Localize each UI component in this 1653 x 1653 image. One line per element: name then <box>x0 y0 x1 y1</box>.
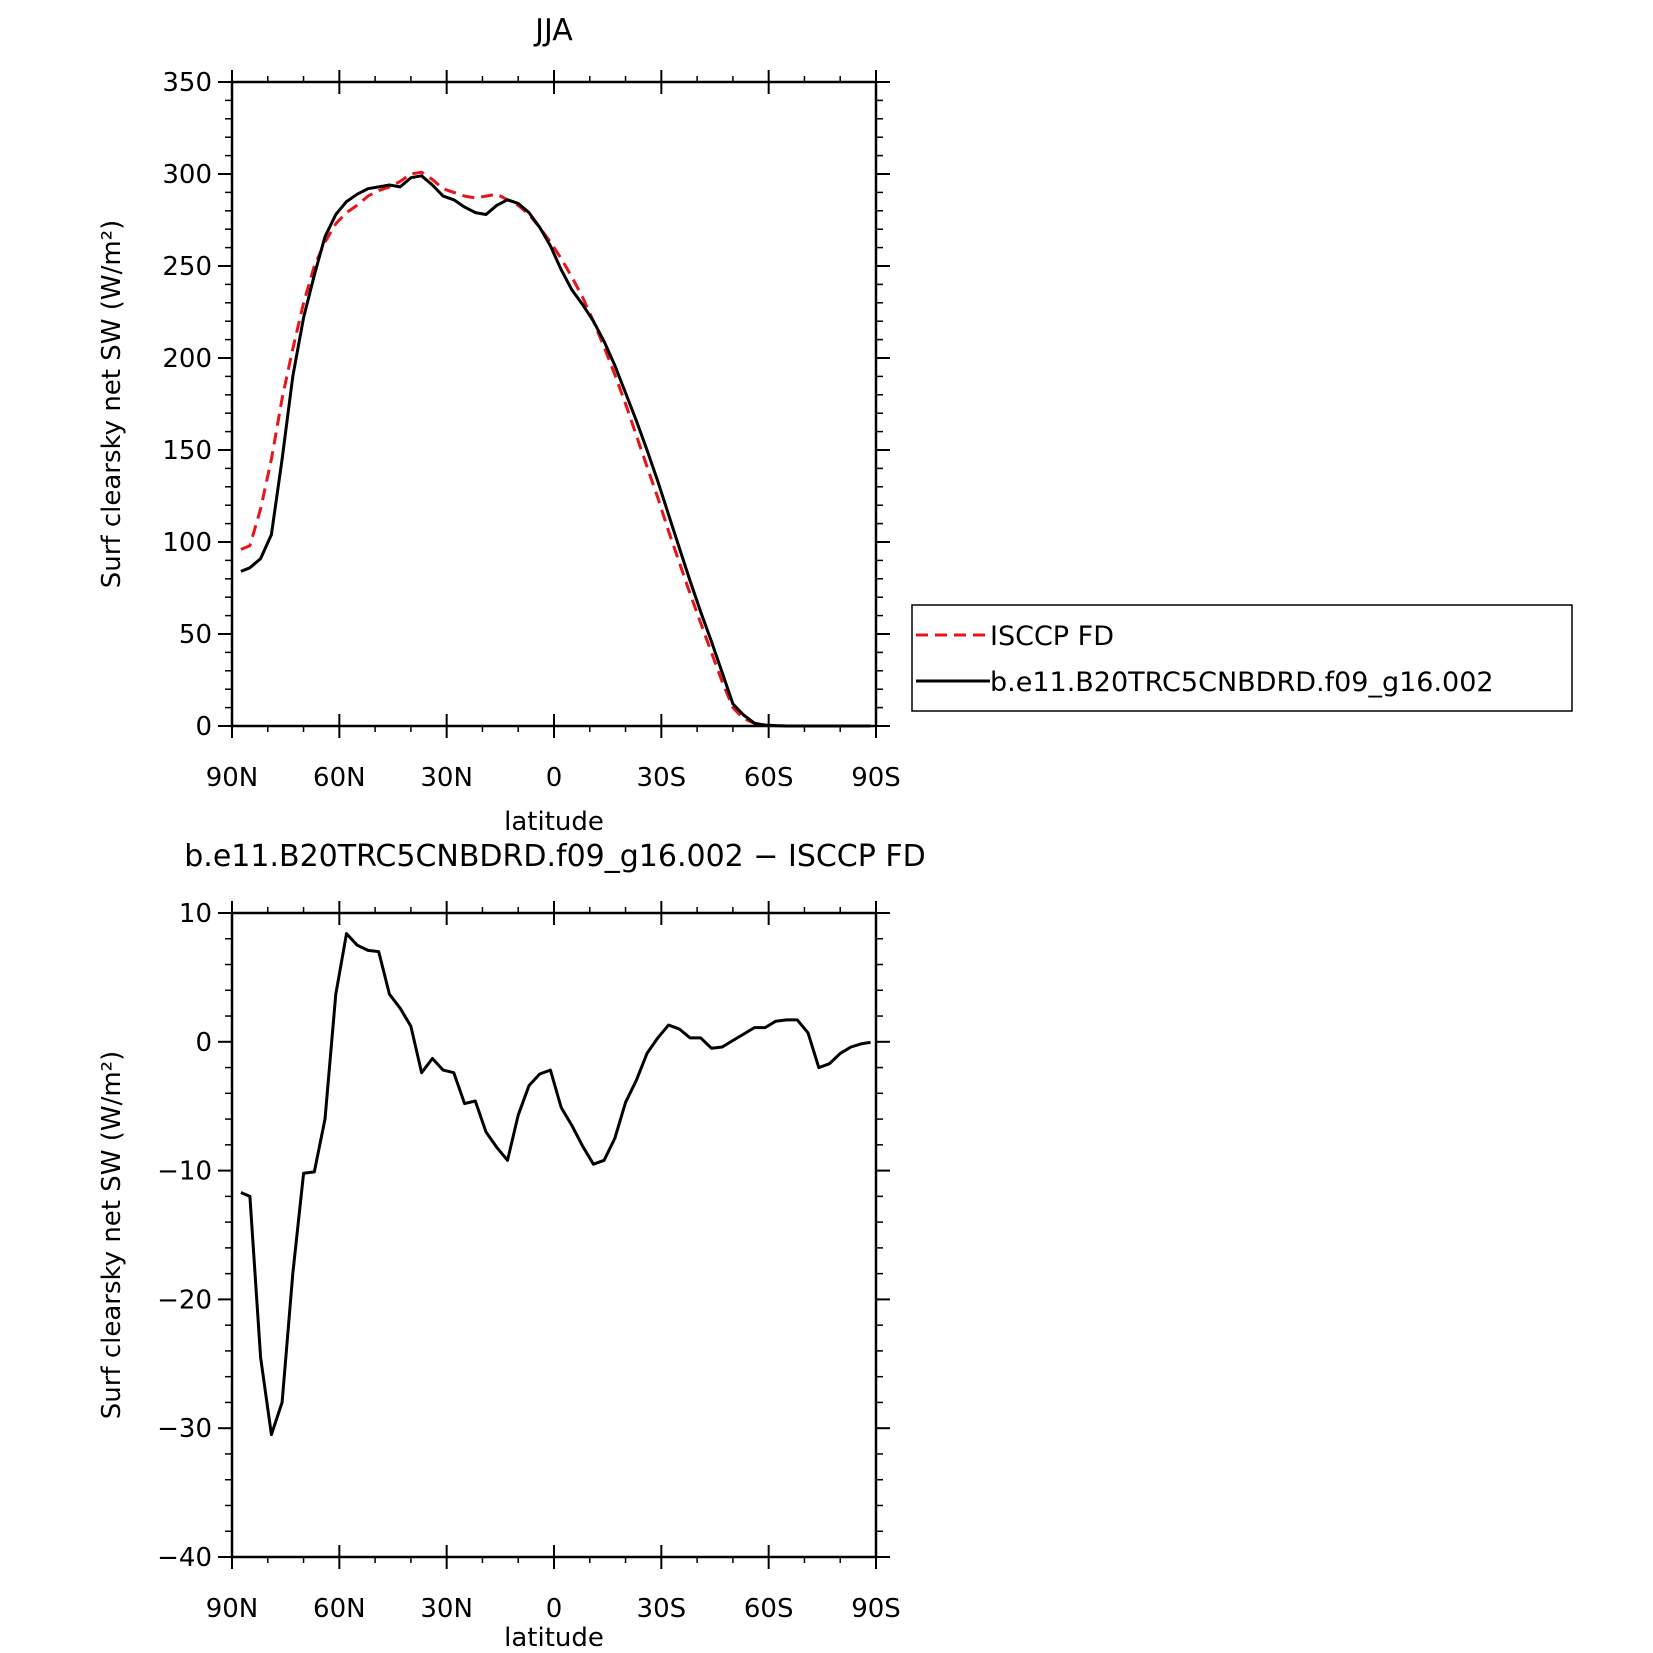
x-tick-label: 60S <box>744 763 794 793</box>
x-tick-label: 30N <box>420 763 473 793</box>
axis-ticks <box>218 70 890 738</box>
x-tick-label: 90S <box>851 1594 901 1624</box>
y-tick-label: 150 <box>162 436 212 466</box>
y-tick-label: −10 <box>157 1157 212 1187</box>
chart-bottom-difference: b.e11.B20TRC5CNBDRD.f09_g16.002 − ISCCP … <box>97 839 926 1653</box>
y-tick-label: 50 <box>179 620 212 650</box>
x-tick-label: 30S <box>637 1594 687 1624</box>
x-tick-labels: 90N 60N 30N 0 30S 60S 90S <box>206 763 901 793</box>
x-tick-labels: 90N 60N 30N 0 30S 60S 90S <box>206 1594 901 1624</box>
plot-frame <box>230 80 878 728</box>
x-tick-label: 0 <box>546 763 563 793</box>
x-tick-label: 30N <box>420 1594 473 1624</box>
chart-title: JJA <box>533 13 573 48</box>
y-axis-title: Surf clearsky net SW (W/m²) <box>97 220 127 588</box>
y-tick-labels: 10 0 −10 −20 −30 −40 <box>157 899 212 1573</box>
legend-box <box>911 604 1573 712</box>
x-tick-label: 30S <box>637 763 687 793</box>
legend-label-model: b.e11.B20TRC5CNBDRD.f09_g16.002 <box>990 667 1494 698</box>
x-tick-label: 60N <box>313 1594 366 1624</box>
chart-title: b.e11.B20TRC5CNBDRD.f09_g16.002 − ISCCP … <box>184 839 926 874</box>
series-line-b-e11-b20trc5cnbdrd-f09-g16-002 <box>240 174 871 728</box>
series-lines <box>240 932 871 1437</box>
y-tick-label: 350 <box>162 68 212 98</box>
y-tick-label: 200 <box>162 344 212 374</box>
y-tick-labels: 0 50 100 150 200 250 300 350 <box>162 68 212 742</box>
y-axis-title: Surf clearsky net SW (W/m²) <box>97 1051 127 1419</box>
x-tick-label: 90N <box>206 763 259 793</box>
x-tick-label: 0 <box>546 1594 563 1624</box>
plot-frame <box>230 911 878 1559</box>
y-tick-label: 0 <box>195 1028 212 1058</box>
x-tick-label: 60N <box>313 763 366 793</box>
x-tick-label: 90S <box>851 763 901 793</box>
axis-ticks <box>218 901 890 1569</box>
y-tick-label: −20 <box>157 1285 212 1315</box>
series-line-difference <box>240 932 871 1437</box>
chart-top-jja: JJA 90N 60N 30N 0 30S 60S 90S 0 50 100 150 200 250 3… <box>97 13 901 837</box>
legend-label-isccp: ISCCP FD <box>990 621 1114 652</box>
y-tick-label: 10 <box>179 899 212 929</box>
x-tick-label: 60S <box>744 1594 794 1624</box>
y-tick-label: −30 <box>157 1414 212 1444</box>
x-tick-label: 90N <box>206 1594 259 1624</box>
y-tick-label: 300 <box>162 160 212 190</box>
series-lines <box>240 170 871 728</box>
y-tick-label: −40 <box>157 1543 212 1573</box>
y-tick-label: 0 <box>195 712 212 742</box>
legend: ISCCP FD b.e11.B20TRC5CNBDRD.f09_g16.002 <box>911 604 1573 712</box>
y-tick-label: 100 <box>162 528 212 558</box>
y-tick-label: 250 <box>162 252 212 282</box>
x-axis-title: latitude <box>504 807 604 837</box>
x-axis-title: latitude <box>504 1623 604 1653</box>
